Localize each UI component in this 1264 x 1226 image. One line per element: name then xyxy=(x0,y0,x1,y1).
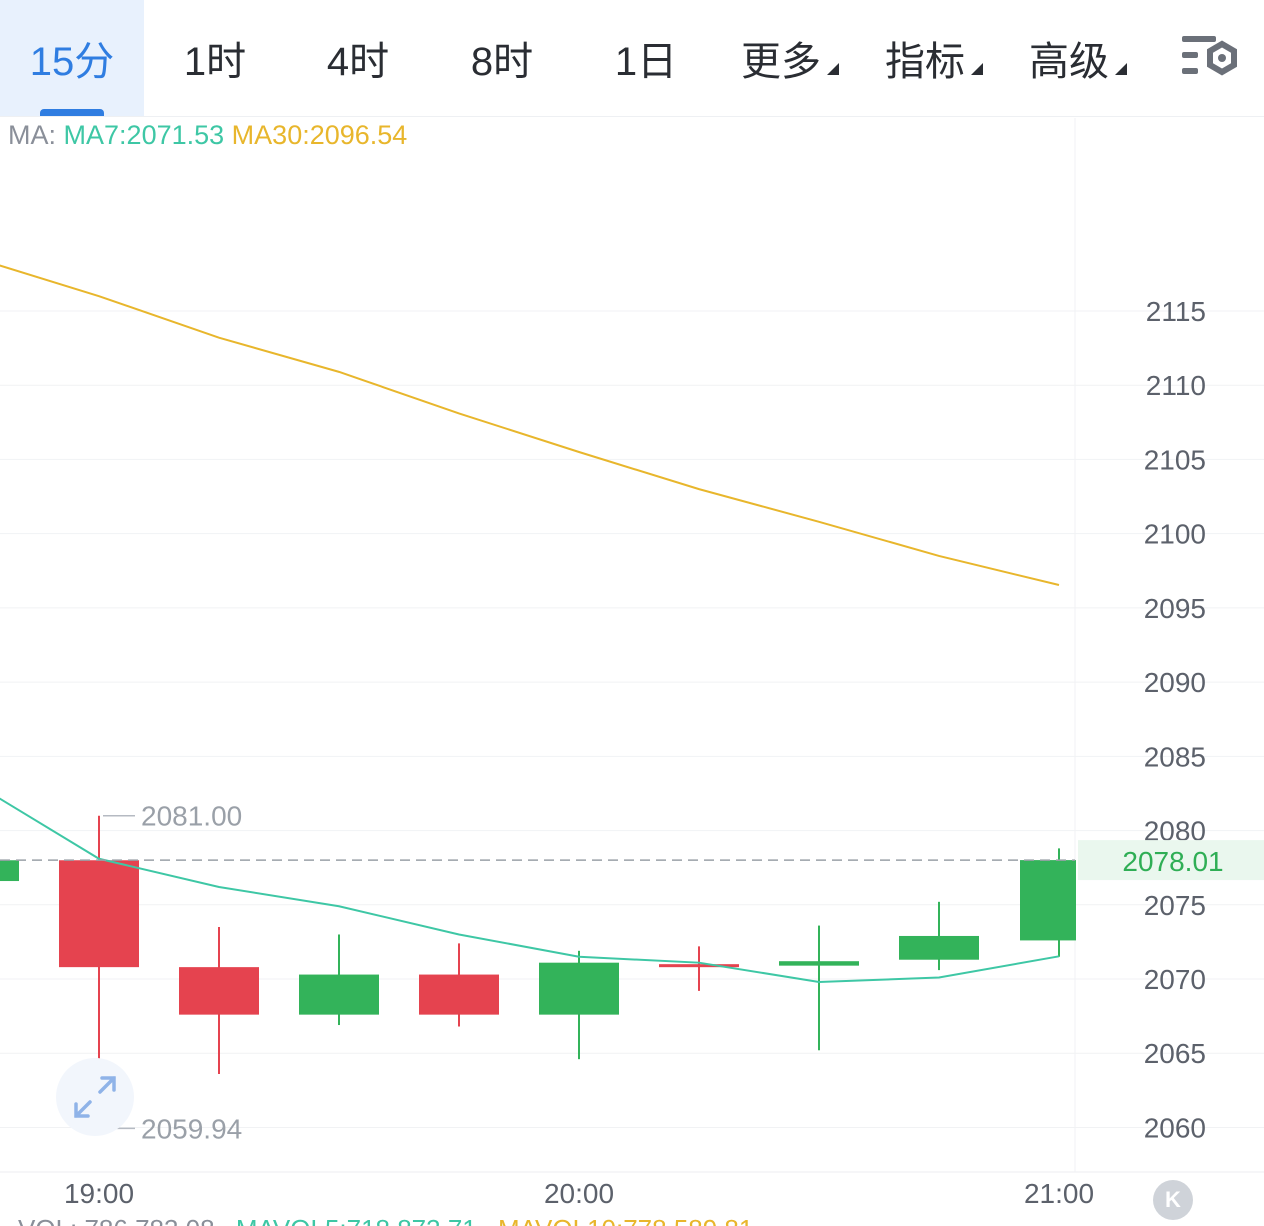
jump-to-latest-button[interactable]: K xyxy=(1153,1180,1193,1220)
ma-lines xyxy=(0,264,1060,983)
ma30-line xyxy=(0,264,1060,586)
tab-indicators[interactable]: 指标 xyxy=(862,0,1006,116)
ma-legend: MA: MA7:2071.53 MA30:2096.54 xyxy=(8,120,407,151)
volume-legend: VOL: 786,783.08 MAVOL5:718,873.71 MAVOL1… xyxy=(18,1214,753,1226)
y-tick-label: 2085 xyxy=(1144,741,1206,772)
dropdown-caret-icon xyxy=(1115,63,1127,75)
mavol5-value: MAVOL5:718,873.71 xyxy=(236,1214,477,1226)
candle-body xyxy=(59,860,139,968)
last-price-tag xyxy=(1078,840,1264,881)
tab-4h[interactable]: 4时 xyxy=(286,0,430,116)
candle-body xyxy=(539,962,619,1015)
tab-label: 4时 xyxy=(326,40,390,84)
candle-body xyxy=(659,964,739,968)
min-price-label: 2059.94 xyxy=(141,1113,242,1144)
tab-label: 高级 xyxy=(1029,40,1109,84)
mavol10-value: MAVOL10:778,589.81 xyxy=(498,1214,753,1226)
tab-label: 更多 xyxy=(741,40,821,84)
x-axis-labels: 19:00 20:00 21:00 xyxy=(64,1178,1094,1209)
x-tick-label: 21:00 xyxy=(1024,1178,1094,1209)
chart-settings-icon[interactable] xyxy=(1178,30,1242,86)
y-tick-label: 2070 xyxy=(1144,964,1206,995)
candle-body xyxy=(899,935,979,960)
y-tick-label: 2060 xyxy=(1144,1112,1206,1143)
tab-label: 指标 xyxy=(885,40,965,84)
vol-value: VOL: 786,783.08 xyxy=(18,1214,215,1226)
y-tick-label: 2110 xyxy=(1146,370,1206,401)
ma30-value: MA30:2096.54 xyxy=(231,120,408,150)
tab-label: 15分 xyxy=(29,40,115,84)
price-markers: 2078.01 2081.00 2059.94 xyxy=(0,801,1264,1144)
grid-lines xyxy=(0,118,1264,1173)
last-price-label: 2078.01 xyxy=(1122,846,1223,877)
candle-body xyxy=(179,967,259,1015)
y-tick-label: 2115 xyxy=(1146,296,1206,327)
y-tick-label: 2100 xyxy=(1144,519,1206,550)
y-tick-label: 2065 xyxy=(1144,1038,1206,1069)
candles xyxy=(0,815,1076,1129)
y-tick-label: 2105 xyxy=(1144,444,1206,475)
tab-1h[interactable]: 1时 xyxy=(144,0,286,116)
ma7-line xyxy=(0,797,1060,983)
dropdown-caret-icon xyxy=(971,63,983,75)
tab-15min[interactable]: 15分 xyxy=(0,0,144,116)
y-axis-labels: 2060206520702075208020852090209521002105… xyxy=(1144,296,1206,1143)
max-price-label: 2081.00 xyxy=(141,801,242,832)
candle-body xyxy=(299,974,379,1015)
dropdown-caret-icon xyxy=(827,63,839,75)
tab-advanced[interactable]: 高级 xyxy=(1006,0,1150,116)
x-tick-label: 19:00 xyxy=(64,1178,134,1209)
expand-arrows-icon xyxy=(74,1076,116,1118)
ma-legend-prefix: MA: xyxy=(8,120,57,150)
tab-1d[interactable]: 1日 xyxy=(574,0,718,116)
tab-label: 1日 xyxy=(614,40,678,84)
tab-label: 1时 xyxy=(183,40,247,84)
candle-body xyxy=(0,860,19,882)
tab-8h[interactable]: 8时 xyxy=(430,0,574,116)
x-tick-label: 20:00 xyxy=(544,1178,614,1209)
ma7-value: MA7:2071.53 xyxy=(63,120,225,150)
y-tick-label: 2095 xyxy=(1144,593,1206,624)
expand-chart-button[interactable] xyxy=(56,1058,134,1136)
timeframe-tab-bar: 15分 1时 4时 8时 1日 更多 指标 高级 xyxy=(0,0,1264,117)
candle-body xyxy=(419,974,499,1015)
active-tab-indicator xyxy=(40,109,104,116)
candle-body xyxy=(1020,860,1076,941)
tab-label: 8时 xyxy=(470,40,534,84)
candle-body xyxy=(779,961,859,966)
jump-to-latest-icon: K xyxy=(1165,1187,1181,1212)
y-tick-label: 2075 xyxy=(1144,890,1206,921)
y-tick-label: 2090 xyxy=(1144,667,1206,698)
tab-more[interactable]: 更多 xyxy=(718,0,862,116)
